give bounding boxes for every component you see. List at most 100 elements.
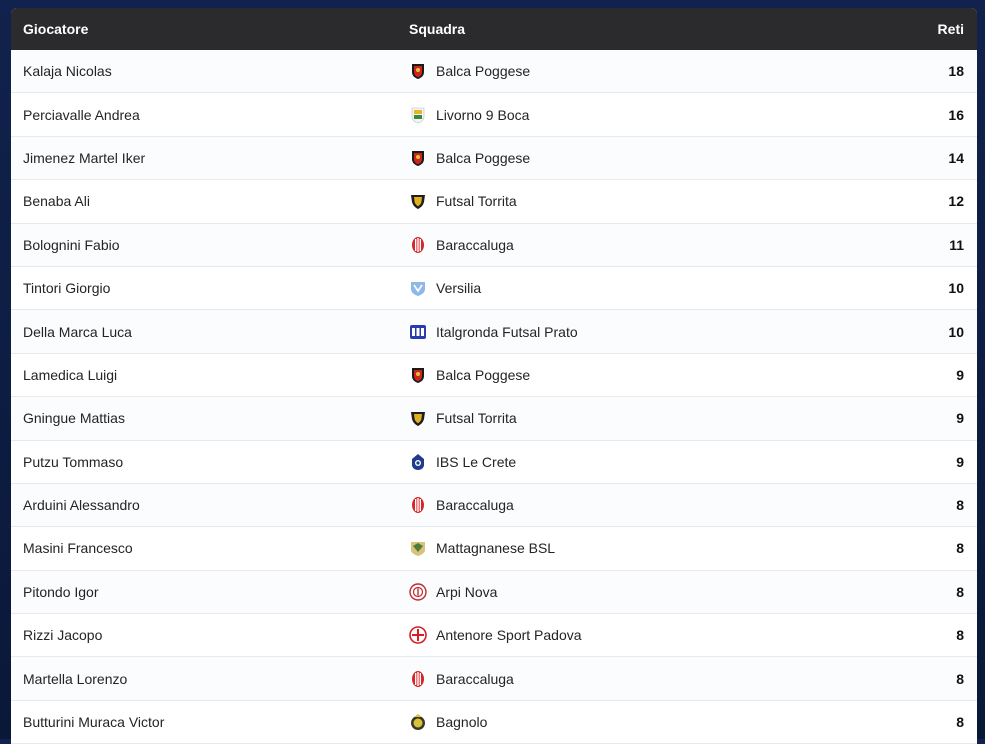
team-logo-icon [409,496,427,514]
team-logo-icon [409,279,427,297]
team-logo-icon [409,106,427,124]
player-name: Butturini Muraca Victor [23,714,165,731]
team-logo-icon [409,670,427,688]
table-row[interactable]: Martella Lorenzo Baraccaluga 8 [11,657,977,701]
team-name: Bagnolo [436,714,488,731]
team-logo-icon [409,323,427,341]
team-cell: Balca Poggese [398,366,857,384]
scorers-table: Giocatore Squadra Reti Kalaja Nicolas Bal… [11,8,977,744]
team-cell: Balca Poggese [398,62,857,80]
table-row[interactable]: Jimenez Martel Iker Balca Poggese 14 [11,136,977,181]
table-header: Giocatore Squadra Reti [11,8,977,50]
team-name: Balca Poggese [436,63,531,80]
team-name: Antenore Sport Padova [436,627,582,644]
player-name: Masini Francesco [23,540,133,557]
goals-count: 8 [956,497,964,514]
team-name: Balca Poggese [436,149,531,166]
team-name: Arpi Nova [436,583,498,600]
player-name: Jimenez Martel Iker [23,149,146,166]
goals-count: 8 [956,714,964,731]
table-row[interactable]: Putzu Tommaso IBS Le Crete 9 [11,441,977,484]
table-row[interactable]: Tintori Giorgio Versilia 10 [11,267,977,311]
team-name: Baraccaluga [436,670,514,687]
goals-count: 16 [948,106,964,123]
team-cell: Futsal Torrita [398,192,857,210]
team-logo-icon [409,453,427,471]
team-logo-icon [409,539,427,557]
team-logo-icon [409,149,427,167]
table-row[interactable]: Gningue Mattias Futsal Torrita 9 [11,397,977,441]
goals-count: 12 [948,193,964,210]
goals-count: 10 [948,280,964,297]
team-cell: Balca Poggese [398,149,857,167]
goals-count: 9 [956,410,964,427]
team-name: Futsal Torrita [436,410,517,427]
team-cell: Baraccaluga [398,670,857,688]
goals-count: 8 [956,670,964,687]
header-goals[interactable]: Reti [937,21,964,37]
team-cell: Livorno 9 Boca [398,106,857,124]
team-cell: Baraccaluga [398,496,857,514]
team-cell: Italgronda Futsal Prato [398,323,857,341]
player-name: Putzu Tommaso [23,453,124,470]
player-name: Kalaja Nicolas [23,63,112,80]
table-row[interactable]: Della Marca Luca Italgronda Futsal Prato 1… [11,310,977,354]
goals-count: 18 [948,63,964,80]
team-logo-icon [409,409,427,427]
team-name: Balca Poggese [436,366,531,383]
player-name: Bolognini Fabio [23,236,120,253]
team-name: Futsal Torrita [436,193,517,210]
table-row[interactable]: Lamedica Luigi Balca Poggese 9 [11,354,977,398]
player-name: Martella Lorenzo [23,670,128,687]
player-name: Perciavalle Andrea [23,106,140,123]
goals-count: 8 [956,627,964,644]
team-name: Baraccaluga [436,497,514,514]
header-team[interactable]: Squadra [409,21,466,37]
goals-count: 10 [948,323,964,340]
player-name: Tintori Giorgio [23,280,111,297]
table-row[interactable]: Kalaja Nicolas Balca Poggese 18 [11,50,977,94]
team-cell: Versilia [398,279,857,297]
table-row[interactable]: Rizzi Jacopo Antenore Sport Padova 8 [11,614,977,658]
team-cell: Bagnolo [398,713,857,731]
team-name: Baraccaluga [436,236,514,253]
table-row[interactable]: Butturini Muraca Victor Bagnolo 8 [11,701,977,744]
goals-count: 9 [956,453,964,470]
team-name: Italgronda Futsal Prato [436,323,578,340]
player-name: Benaba Ali [23,193,90,210]
team-logo-icon [409,192,427,210]
team-logo-icon [409,366,427,384]
goals-count: 8 [956,583,964,600]
team-logo-icon [409,583,427,601]
team-cell: Mattagnanese BSL [398,539,857,557]
table-row[interactable]: Bolognini Fabio Baraccaluga 11 [11,223,977,267]
team-logo-icon [409,713,427,731]
team-cell: Futsal Torrita [398,409,857,427]
team-logo-icon [409,62,427,80]
team-logo-icon [409,236,427,254]
team-cell: IBS Le Crete [398,453,857,471]
team-cell: Arpi Nova [398,583,857,601]
player-name: Pitondo Igor [23,583,99,600]
header-player[interactable]: Giocatore [23,21,89,37]
goals-count: 8 [956,540,964,557]
team-name: IBS Le Crete [436,453,517,470]
team-logo-icon [409,626,427,645]
table-row[interactable]: Arduini Alessandro Baraccaluga 8 [11,483,977,528]
table-row[interactable]: Perciavalle Andrea Livorno 9 Boca 16 [11,93,977,137]
table-row[interactable]: Masini Francesco Mattagnanese BSL 8 [11,527,977,571]
player-name: Della Marca Luca [23,323,132,340]
team-cell: Baraccaluga [398,236,857,254]
table-row[interactable]: Benaba Ali Futsal Torrita 12 [11,180,977,224]
player-name: Lamedica Luigi [23,366,118,383]
goals-count: 11 [949,236,964,253]
player-name: Rizzi Jacopo [23,627,103,644]
team-name: Mattagnanese BSL [436,540,556,557]
player-name: Arduini Alessandro [23,497,140,514]
team-name: Versilia [436,280,482,297]
player-name: Gningue Mattias [23,410,125,427]
team-name: Livorno 9 Boca [436,106,530,123]
goals-count: 14 [948,149,964,166]
table-row[interactable]: Pitondo Igor Arpi Nova 8 [11,570,977,615]
goals-count: 9 [956,366,964,383]
